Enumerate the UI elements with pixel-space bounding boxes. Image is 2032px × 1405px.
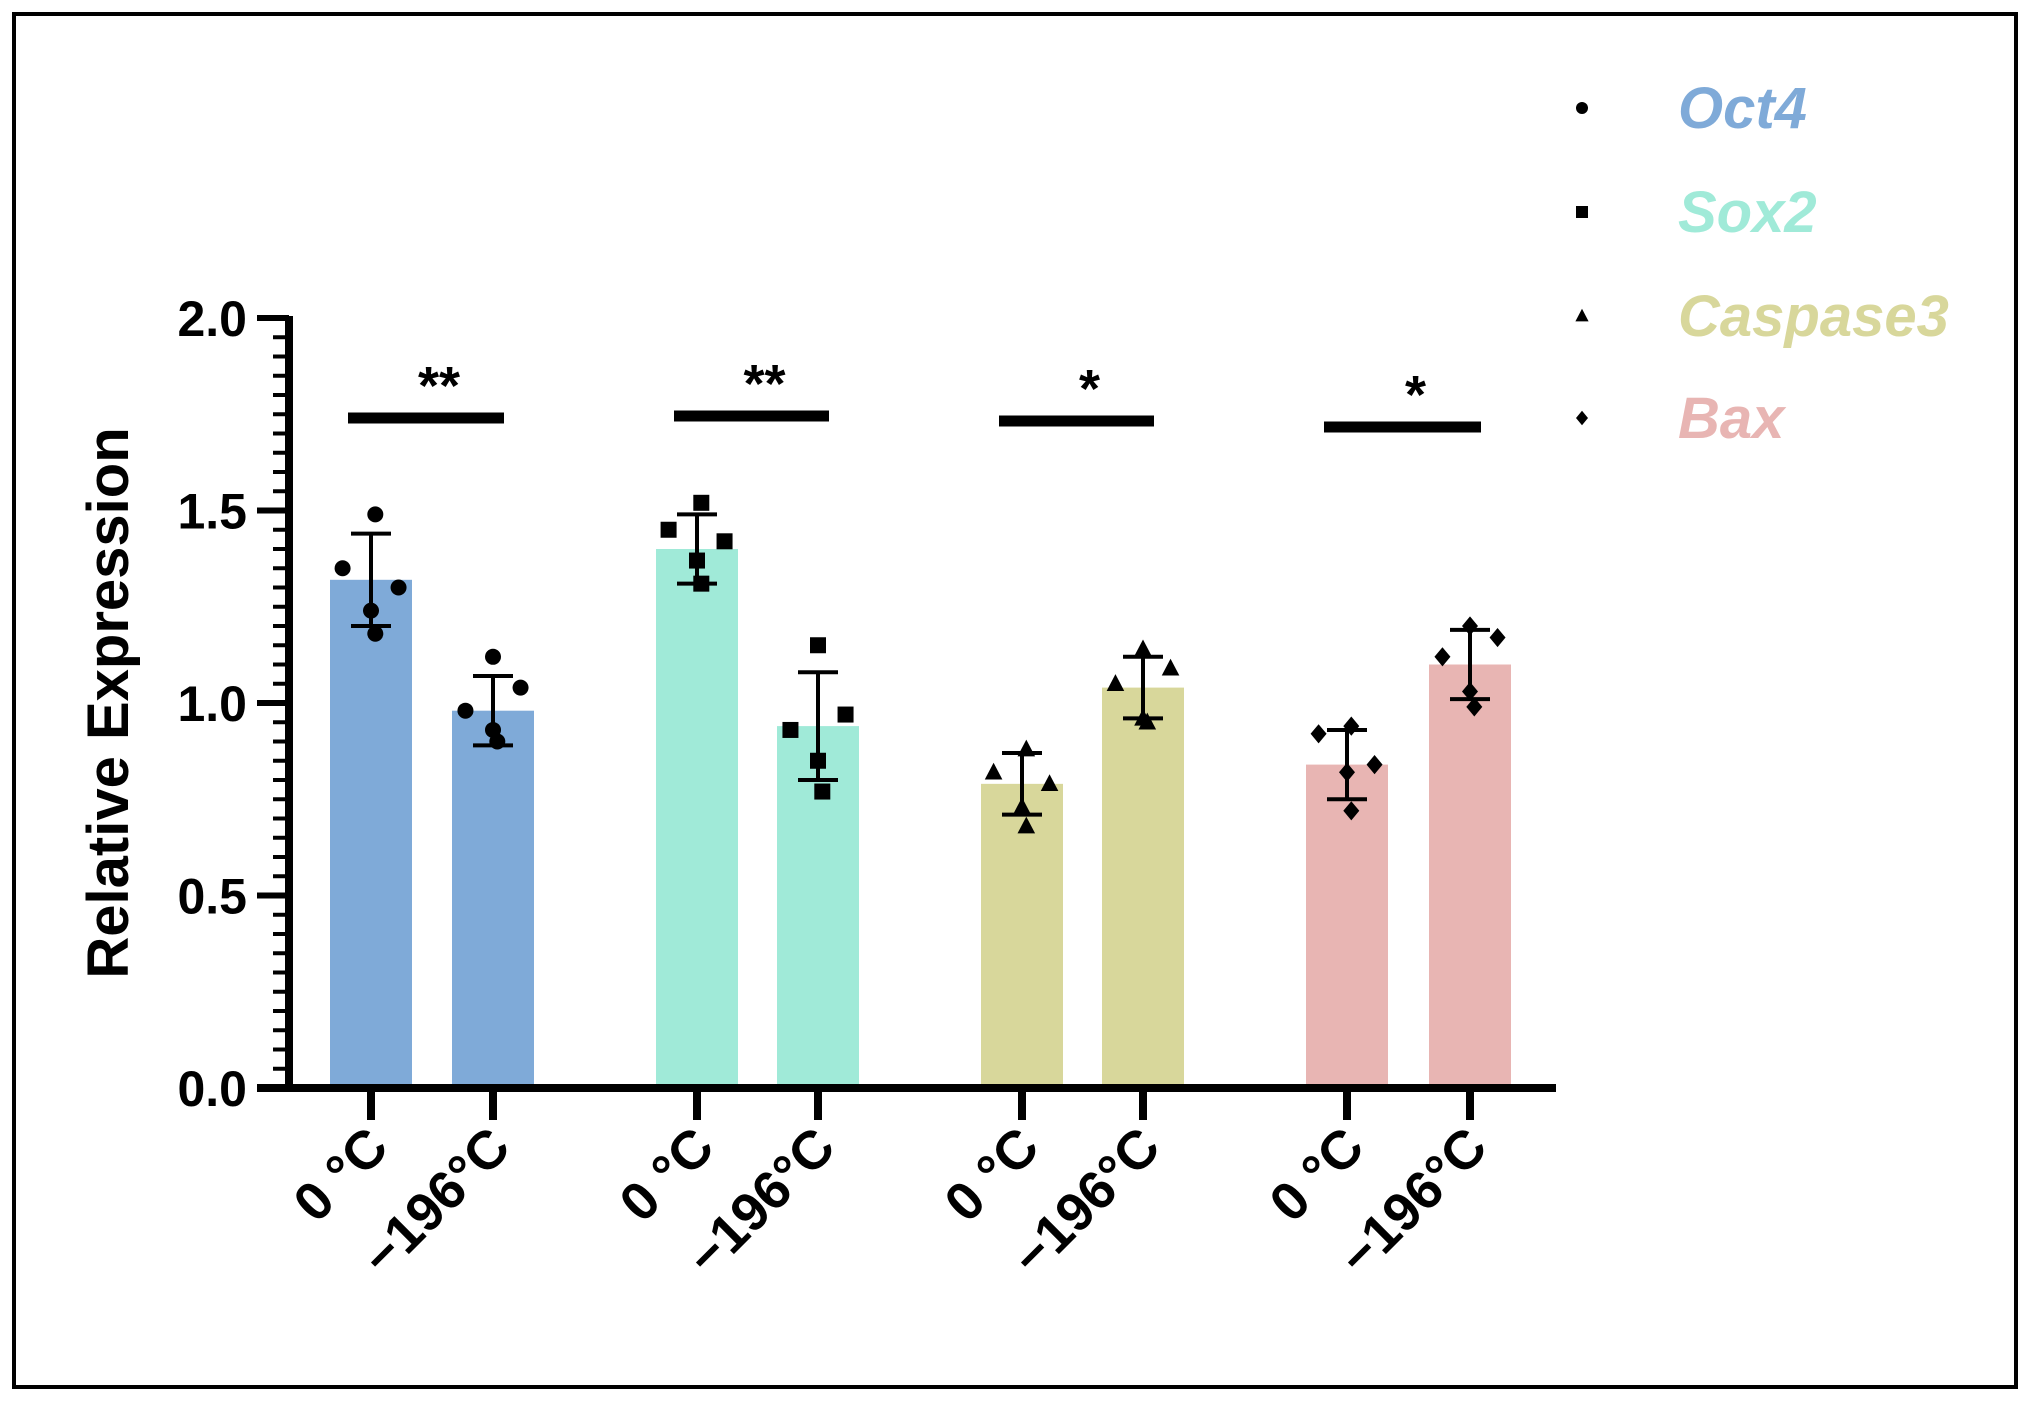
data-point — [1106, 674, 1125, 691]
data-point — [1310, 724, 1327, 744]
bar-caspase3-minus196c — [1102, 687, 1184, 1084]
legend-label-bax: Bax — [1678, 386, 1787, 451]
data-point — [1134, 639, 1152, 657]
data-point — [814, 783, 831, 800]
y-tick-label: 2.0 — [177, 291, 247, 347]
significance-stars: * — [1405, 365, 1426, 425]
data-point — [1013, 797, 1031, 815]
legend-marker-caspase3 — [1575, 308, 1589, 322]
data-point — [1017, 739, 1036, 757]
legend-label-caspase3: Caspase3 — [1678, 284, 1949, 349]
data-point — [1462, 681, 1478, 702]
data-point — [367, 625, 384, 642]
y-tick-label: 0.0 — [177, 1061, 247, 1117]
data-point — [716, 533, 733, 550]
y-tick-label: 0.5 — [177, 869, 247, 925]
data-point — [689, 552, 705, 569]
bar-bax-0c — [1306, 764, 1388, 1084]
data-point — [1138, 712, 1157, 730]
significance-stars: ** — [743, 354, 785, 414]
data-point — [782, 721, 799, 738]
data-point — [1434, 647, 1451, 667]
data-point — [693, 575, 710, 592]
data-point — [457, 702, 474, 719]
bar-oct4-minus196c — [452, 710, 534, 1084]
data-point — [485, 648, 501, 665]
data-point — [837, 706, 854, 723]
data-point — [1017, 816, 1036, 834]
legend-marker-oct4 — [1576, 102, 1588, 114]
legend-label-sox2: Sox2 — [1678, 180, 1817, 245]
bar-oct4-0c — [330, 579, 412, 1084]
data-point — [1366, 755, 1383, 775]
data-point — [489, 733, 506, 750]
data-point — [1343, 716, 1360, 736]
data-point — [1466, 697, 1483, 717]
y-tick-label: 1.5 — [177, 484, 247, 540]
y-tick-label: 1.0 — [177, 676, 247, 732]
significance-stars: * — [1079, 359, 1100, 419]
legend-marker-bax — [1576, 410, 1588, 426]
data-point — [660, 521, 677, 538]
data-point — [693, 494, 710, 511]
significance-stars: ** — [418, 356, 460, 416]
data-point — [512, 679, 529, 696]
data-point — [984, 762, 1003, 780]
data-point — [1462, 616, 1478, 636]
data-point — [1343, 801, 1360, 821]
data-point — [1161, 658, 1180, 676]
y-axis-title: Relative Expression — [76, 427, 141, 978]
legend-label-oct4: Oct4 — [1678, 76, 1807, 141]
data-point — [390, 579, 407, 596]
bar-sox2-0c — [656, 549, 738, 1084]
bar-bax-minus196c — [1429, 664, 1511, 1084]
data-point — [1040, 774, 1059, 792]
legend-marker-sox2 — [1576, 206, 1588, 218]
data-point — [810, 637, 826, 654]
data-point — [1339, 762, 1355, 782]
data-point — [1489, 627, 1506, 648]
data-point — [334, 560, 351, 577]
data-point — [363, 602, 379, 619]
data-point — [810, 752, 826, 769]
data-point — [367, 506, 384, 523]
bar-caspase3-0c — [981, 783, 1063, 1084]
